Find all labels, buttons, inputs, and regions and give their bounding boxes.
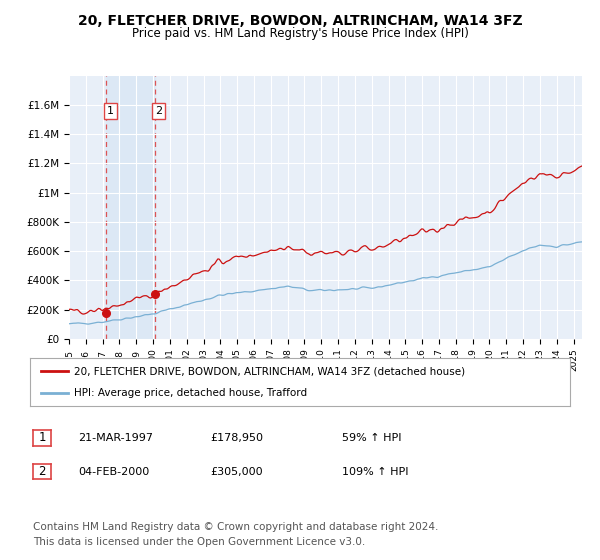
Bar xyxy=(106,76,155,339)
Text: 20, FLETCHER DRIVE, BOWDON, ALTRINCHAM, WA14 3FZ (detached house): 20, FLETCHER DRIVE, BOWDON, ALTRINCHAM, … xyxy=(74,366,466,376)
Text: 20, FLETCHER DRIVE, BOWDON, ALTRINCHAM, WA14 3FZ: 20, FLETCHER DRIVE, BOWDON, ALTRINCHAM, … xyxy=(77,14,523,28)
Text: £178,950: £178,950 xyxy=(210,433,263,443)
Text: 2: 2 xyxy=(38,465,46,478)
Text: 59% ↑ HPI: 59% ↑ HPI xyxy=(342,433,401,443)
Text: £305,000: £305,000 xyxy=(210,466,263,477)
Text: 1: 1 xyxy=(107,106,114,116)
Text: HPI: Average price, detached house, Trafford: HPI: Average price, detached house, Traf… xyxy=(74,388,307,398)
Text: 21-MAR-1997: 21-MAR-1997 xyxy=(78,433,153,443)
Text: Contains HM Land Registry data © Crown copyright and database right 2024.
This d: Contains HM Land Registry data © Crown c… xyxy=(33,522,439,547)
Text: Price paid vs. HM Land Registry's House Price Index (HPI): Price paid vs. HM Land Registry's House … xyxy=(131,27,469,40)
Text: 2: 2 xyxy=(155,106,163,116)
Text: 04-FEB-2000: 04-FEB-2000 xyxy=(78,466,149,477)
Text: 109% ↑ HPI: 109% ↑ HPI xyxy=(342,466,409,477)
Text: 1: 1 xyxy=(38,431,46,445)
